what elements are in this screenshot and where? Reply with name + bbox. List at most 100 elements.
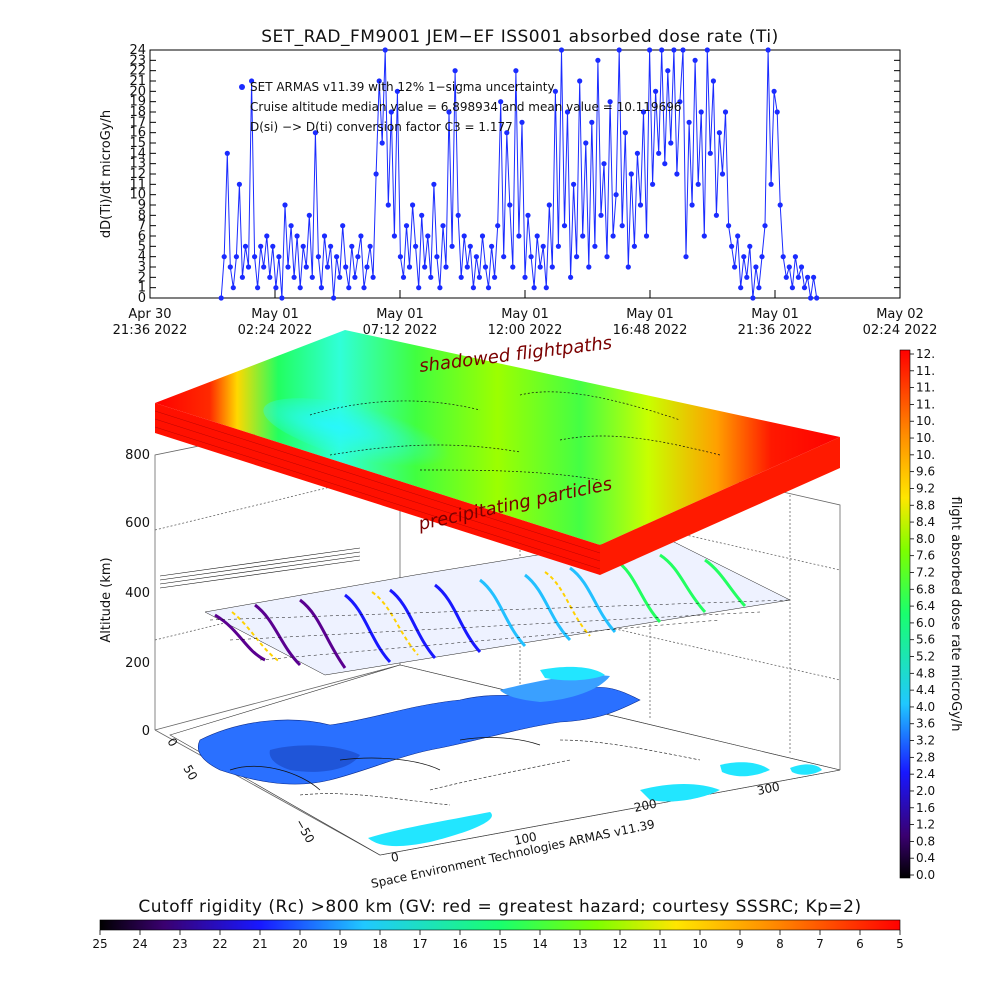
data-point	[391, 233, 397, 239]
y-tick-label: 24	[129, 43, 146, 58]
data-point	[479, 233, 486, 239]
data-point	[601, 161, 607, 167]
data-point	[470, 285, 476, 291]
data-point	[792, 254, 799, 260]
rigidity-tick-label: 10	[692, 937, 707, 951]
data-point	[571, 181, 577, 187]
data-point	[464, 264, 470, 270]
data-point	[747, 243, 753, 249]
rigidity-tick-label: 13	[572, 937, 587, 951]
data-point	[294, 233, 300, 239]
dose-rate-colorbar: 12. 11. 11. 11. 10. 10. 10. 9.6 9.2 8.8 8.4 8.0 7.6 7…	[899, 347, 963, 882]
colorbar-tick-label: 8.4	[916, 515, 935, 529]
data-point	[507, 202, 513, 208]
data-point	[233, 254, 239, 260]
x-tick-label-time: 21:36 2022	[738, 323, 813, 338]
x-tick-label-time: 12:00 2022	[488, 323, 563, 338]
y-tick-label: 2	[138, 270, 146, 285]
rigidity-tick-label: 22	[212, 937, 227, 951]
z-tick-600: 600	[125, 516, 150, 531]
colorbar-tick-label: 2.4	[916, 767, 935, 781]
data-point	[640, 109, 647, 115]
y-tick-label: 18	[129, 105, 146, 120]
lon-tick-100: 100	[513, 829, 538, 847]
data-point	[698, 109, 704, 115]
data-point	[242, 243, 249, 249]
data-point	[762, 223, 768, 229]
data-point	[598, 212, 604, 218]
rigidity-tick-label: 14	[532, 937, 547, 951]
dose-rate-time-series: SET_RAD_FM9001 JEM−EF ISS001 absorbed do…	[99, 27, 937, 338]
x-tick-label-date: May 01	[751, 307, 799, 322]
data-point	[443, 264, 449, 270]
cutoff-rigidity-colorbar: Cutoff rigidity (Rc) >800 km (GV: red = …	[92, 897, 903, 951]
data-point	[783, 274, 789, 280]
rigidity-tick-label: 5	[896, 937, 904, 951]
data-point	[276, 254, 282, 260]
colorbar-tick-label: 9.6	[916, 465, 935, 479]
data-point	[379, 140, 385, 146]
data-point	[385, 202, 391, 208]
data-point	[394, 88, 400, 94]
data-point	[230, 285, 236, 291]
data-point	[650, 181, 656, 187]
z-axis-label: Altitude (km)	[99, 557, 114, 642]
data-point	[364, 264, 370, 270]
data-point	[643, 233, 650, 239]
hazard-slab-800km	[154, 330, 840, 575]
colorbar-tick-label: 1.6	[916, 801, 935, 815]
rigidity-gradient	[99, 919, 901, 931]
colorbar-tick-label: 11.	[916, 381, 935, 395]
data-point	[315, 254, 321, 260]
data-point	[589, 119, 595, 125]
data-point	[716, 130, 723, 136]
y-tick-label: 10	[129, 188, 146, 203]
colorbar-tick-label: 5.2	[916, 650, 935, 664]
colorbar-tick-label: 0.4	[916, 851, 935, 865]
rigidity-tick-label: 23	[172, 937, 187, 951]
data-point	[540, 243, 546, 249]
colorbar-tick-label: 2.8	[916, 750, 935, 764]
data-point	[224, 150, 230, 156]
data-point	[382, 47, 388, 53]
data-point	[428, 274, 434, 280]
data-point	[300, 243, 306, 249]
data-point	[805, 274, 811, 280]
data-point	[312, 130, 318, 136]
rigidity-tick-label: 6	[856, 937, 864, 951]
rigidity-tick-label: 24	[132, 937, 147, 951]
data-point	[549, 264, 555, 270]
data-point	[406, 264, 413, 270]
data-point	[662, 161, 668, 167]
data-point	[437, 285, 443, 291]
annotation-marker	[239, 84, 245, 90]
data-point	[634, 150, 641, 156]
data-point	[446, 109, 452, 115]
annotation-line-2: Cruise altitude median value = 6.898934 …	[250, 100, 681, 114]
y-tick-label: 8	[138, 208, 146, 223]
data-point	[574, 254, 580, 260]
data-point	[476, 274, 482, 280]
data-point	[656, 150, 662, 156]
data-point	[334, 254, 340, 260]
data-point	[519, 119, 525, 125]
data-point	[814, 295, 820, 301]
data-point	[583, 140, 589, 146]
z-tick-400: 400	[125, 586, 150, 601]
data-point	[388, 109, 394, 115]
flightpath-surface-400km	[204, 534, 791, 676]
data-point	[628, 171, 634, 177]
data-point	[552, 88, 559, 94]
x-tick-label-date: May 02	[876, 307, 924, 322]
data-point	[543, 285, 549, 291]
data-point	[780, 254, 786, 260]
data-point	[622, 130, 628, 136]
data-point	[492, 274, 498, 280]
y-tick-label: 15	[129, 136, 146, 151]
data-point	[719, 171, 726, 177]
y-tick-label: 13	[129, 157, 146, 172]
data-point	[416, 285, 422, 291]
data-point	[592, 243, 598, 249]
